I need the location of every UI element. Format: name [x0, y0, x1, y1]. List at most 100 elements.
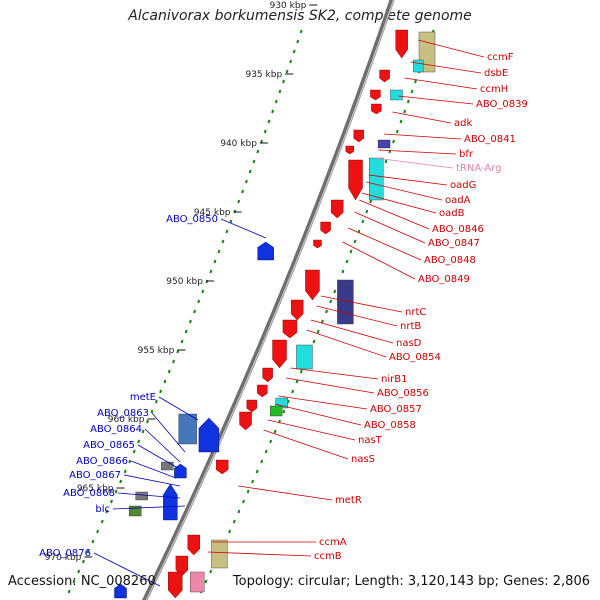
reverse-gene-arrow [174, 463, 187, 479]
label-leader-line [207, 551, 312, 557]
gc-content-dot [167, 369, 171, 374]
gc-skew-dot [237, 509, 241, 514]
tick-label: 935 kbp [245, 70, 282, 80]
gc-content-dot [193, 309, 197, 314]
topology-text: Topology: circular; Length: 3,120,143 bp… [232, 574, 590, 589]
tick-label: 960 kbp [108, 415, 145, 425]
ortholog-block [161, 461, 174, 471]
label-leader-line [274, 403, 362, 426]
label-leader-line [359, 199, 430, 230]
label-leader-line [130, 460, 177, 479]
forward-gene-arrow [246, 399, 257, 413]
forward-gene-arrow [353, 129, 364, 143]
gc-content-dot [128, 459, 132, 464]
forward-gene-arrow [331, 199, 344, 219]
label-leader-line [320, 295, 403, 313]
gc-skew-dot [361, 219, 365, 224]
gc-skew-dot [349, 249, 353, 254]
gene-label-abo-0846: ABO_0846 [432, 224, 484, 235]
forward-gene-arrow [272, 339, 287, 369]
label-leader-line [151, 412, 186, 453]
gene-label-nass: nasS [351, 454, 375, 465]
label-leader-line [368, 174, 448, 186]
gene-label-abo-0865: ABO_0865 [83, 440, 135, 451]
gc-skew-dot [403, 109, 407, 114]
gc-content-dot [100, 519, 104, 524]
label-leader-line [310, 319, 394, 344]
gene-label-abo-0876: ABO_0876 [39, 548, 91, 559]
ortholog-block [135, 491, 148, 501]
label-leader-line [342, 241, 416, 280]
gc-skew-dot [312, 339, 316, 344]
gc-skew-dot [255, 469, 259, 474]
gc-content-dot [137, 439, 141, 444]
label-leader-line [354, 211, 426, 244]
gene-label-abo-0864: ABO_0864 [90, 424, 142, 435]
gc-skew-dot [209, 569, 213, 574]
reverse-gene-arrow [257, 241, 274, 261]
gc-skew-dot [399, 119, 403, 124]
reverse-gene-arrow [198, 417, 220, 453]
gc-content-dot [86, 549, 90, 554]
gc-content-dot [146, 419, 149, 424]
ortholog-block [337, 279, 354, 325]
forward-gene-arrow [282, 319, 298, 339]
gc-skew-dot [246, 489, 250, 494]
tick-label: 945 kbp [194, 208, 231, 218]
label-leader-line [290, 367, 379, 380]
gc-content-dot [72, 579, 76, 584]
ortholog-block [377, 139, 391, 149]
ortholog-block [296, 344, 313, 370]
gc-content-dot [150, 409, 154, 414]
gene-label-abo-0847: ABO_0847 [428, 238, 480, 249]
gc-content-dot [282, 79, 285, 84]
gc-content-dot [237, 199, 241, 204]
forward-gene-arrow [320, 221, 331, 235]
gc-skew-dot [295, 379, 299, 384]
tick-label: 970 kbp [45, 553, 82, 563]
ortholog-block [129, 505, 142, 517]
gc-skew-dot [316, 329, 320, 334]
gc-content-dot [163, 379, 167, 384]
label-leader-line [384, 133, 462, 140]
gc-content-dot [123, 469, 127, 474]
accession-text: Accession: NC_008260 [8, 574, 156, 589]
gc-skew-dot [282, 409, 286, 414]
gene-label-dsbe: dsbE [484, 68, 508, 79]
label-leader-line [348, 227, 422, 261]
gc-skew-dot [299, 369, 303, 374]
gene-label-nast: nasT [358, 435, 383, 446]
gc-skew-dot [384, 159, 388, 164]
gc-content-dot [292, 49, 296, 54]
ortholog-block [211, 539, 228, 569]
gc-content-dot [77, 569, 81, 574]
gc-content-dot [289, 59, 293, 64]
forward-gene-arrow [348, 159, 363, 201]
label-leader-line [361, 192, 437, 214]
forward-gene-arrow [262, 367, 273, 383]
label-leader-line [306, 329, 387, 358]
gc-content-dot [267, 119, 271, 124]
gene-label-adk: adk [454, 118, 472, 129]
gc-skew-dot [369, 199, 373, 204]
gc-skew-dot [329, 299, 333, 304]
label-leader-line [404, 77, 478, 90]
gc-skew-dot [353, 239, 357, 244]
gc-content-dot [105, 509, 109, 514]
gene-label-abo-0841: ABO_0841 [464, 134, 516, 145]
label-leader-line [316, 305, 398, 327]
gc-content-dot [132, 449, 136, 454]
label-leader-line [263, 429, 349, 460]
forward-gene-arrow [291, 299, 304, 321]
gene-label-ccmb: ccmB [314, 551, 342, 562]
label-leader-line [278, 395, 368, 410]
gene-label-bfr: bfr [459, 149, 474, 160]
tick-label: 955 kbp [138, 346, 175, 356]
label-leader-line [392, 111, 452, 124]
gene-label-ccma: ccmA [319, 537, 347, 548]
label-leader-line [93, 552, 161, 587]
gc-skew-dot [395, 129, 399, 134]
gc-content-dot [67, 589, 71, 594]
gene-label-nasd: nasD [396, 338, 422, 349]
